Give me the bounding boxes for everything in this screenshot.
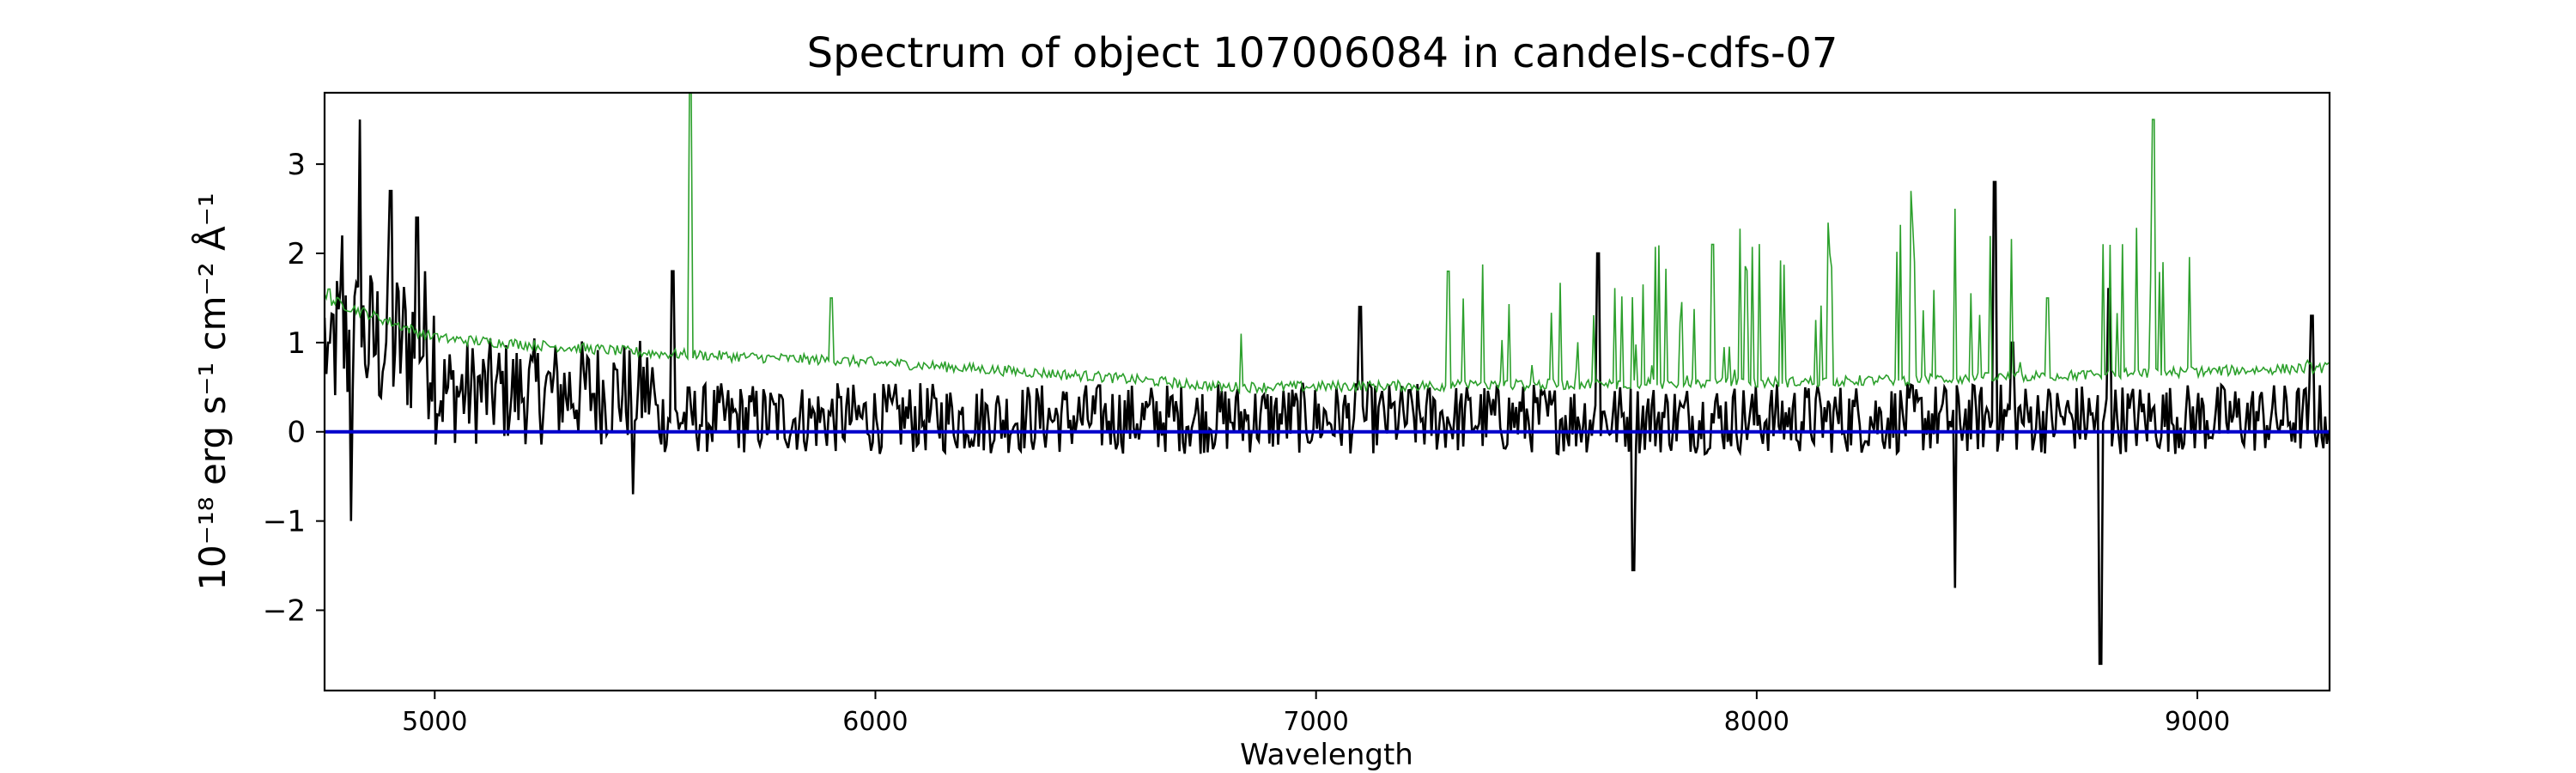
x-tick-label: 6000 (842, 707, 908, 737)
x-tick-label: 7000 (1283, 707, 1348, 737)
y-tick-label: −1 (263, 505, 306, 539)
x-axis-label: Wavelength (1240, 738, 1413, 772)
x-tick-label: 9000 (2165, 707, 2230, 737)
y-tick-label: 2 (287, 237, 306, 271)
flux-spectrum-line (325, 119, 2330, 666)
x-tick-label: 5000 (402, 707, 467, 737)
y-axis: −2 −1 0 1 2 3 (263, 148, 325, 629)
y-tick-label: 1 (287, 326, 306, 361)
axes-frame (323, 91, 2331, 692)
error-spectrum-line (325, 93, 2330, 395)
y-tick-label: 0 (287, 416, 306, 450)
x-tick-label: 8000 (1724, 707, 1789, 737)
y-tick-label: 3 (287, 148, 306, 182)
plot-area (325, 93, 2330, 666)
y-tick-label: −2 (263, 594, 306, 629)
chart-title: Spectrum of object 107006084 in candels-… (807, 29, 1838, 77)
x-axis: 5000 6000 7000 8000 9000 (402, 691, 2230, 737)
y-axis-label: 10⁻¹⁸ erg s⁻¹ cm⁻² Å⁻¹ (191, 192, 234, 590)
